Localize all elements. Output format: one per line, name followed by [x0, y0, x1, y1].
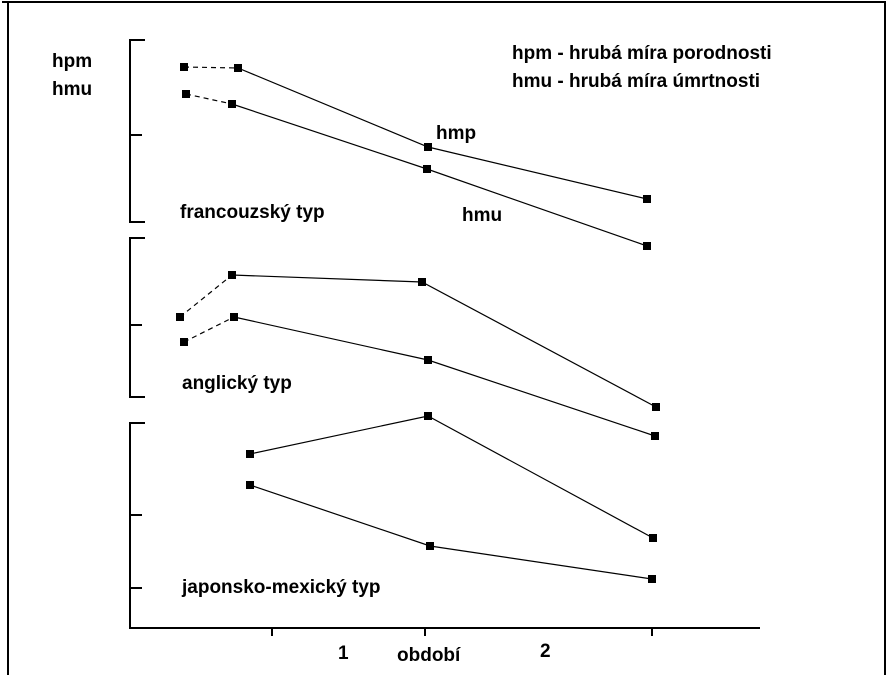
marker — [182, 90, 190, 98]
marker — [424, 143, 432, 151]
marker — [176, 313, 184, 321]
marker — [246, 481, 254, 489]
legend-item: hmu - hrubá míra úmrtnosti — [512, 71, 760, 92]
marker — [424, 412, 432, 420]
marker — [651, 432, 659, 440]
marker — [643, 242, 651, 250]
axes — [129, 39, 760, 636]
type-label: anglický typ — [182, 373, 292, 394]
x-tick-label: 2 — [540, 641, 551, 662]
x-tick-label: 1 — [338, 643, 349, 664]
marker — [418, 278, 426, 286]
x-axis-label: období — [397, 645, 461, 666]
marker — [424, 356, 432, 364]
marker — [228, 271, 236, 279]
legend-item: hpm - hrubá míra porodnosti — [512, 43, 772, 64]
marker — [426, 542, 434, 550]
marker — [648, 575, 656, 583]
points — [176, 63, 660, 583]
marker — [228, 100, 236, 108]
type-label: japonsko-mexický typ — [181, 577, 381, 598]
marker — [180, 63, 188, 71]
axis-label: hpm — [52, 51, 92, 72]
lines — [179, 66, 657, 580]
marker — [652, 403, 660, 411]
axis-label: hmu — [52, 79, 92, 100]
marker — [246, 450, 254, 458]
marker — [230, 313, 238, 321]
line-label: hmu — [462, 205, 502, 226]
marker — [643, 195, 651, 203]
line-label: hmp — [436, 123, 476, 144]
type-label: francouzský typ — [180, 202, 325, 223]
marker — [234, 64, 242, 72]
marker — [180, 338, 188, 346]
marker — [649, 534, 657, 542]
marker — [423, 165, 431, 173]
